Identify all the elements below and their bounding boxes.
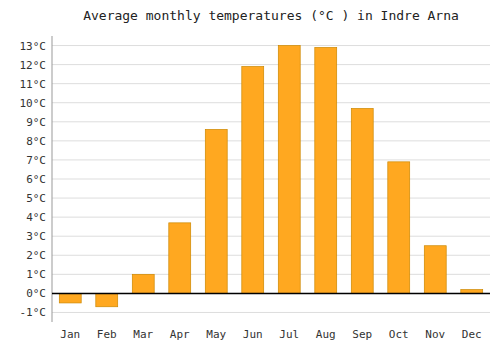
bar [424, 246, 446, 294]
x-tick-label: Dec [462, 328, 482, 341]
grid-line [52, 236, 490, 237]
grid-line [52, 293, 490, 294]
y-tick-label: 7°C [26, 154, 46, 167]
x-tick-label: Mar [133, 328, 153, 341]
grid-line [52, 179, 490, 180]
y-tick-label: 12°C [20, 59, 47, 72]
y-tick-label: 0°C [26, 287, 46, 300]
x-tick-label: Apr [170, 328, 190, 341]
y-tick-label: 6°C [26, 173, 46, 186]
grid-line [52, 102, 490, 103]
title: Average monthly temperatures (°C ) in In… [83, 8, 459, 23]
grid-line [52, 83, 490, 84]
x-tick-label: Nov [425, 328, 445, 341]
x-tick-label: May [206, 328, 226, 341]
chart: Average monthly temperatures (°C ) in In… [0, 0, 500, 350]
bar [169, 223, 191, 294]
grid-line [52, 159, 490, 160]
x-tick-label: Feb [97, 328, 117, 341]
y-tick-label: 11°C [20, 78, 47, 91]
grid-line [52, 64, 490, 65]
y-tick-label: 10°C [20, 97, 47, 110]
bar [242, 67, 264, 294]
y-grid [52, 46, 490, 313]
bar [59, 293, 81, 303]
grid-line [52, 198, 490, 199]
y-tick-label: 13°C [20, 40, 47, 53]
bar [132, 274, 154, 293]
bar [96, 293, 118, 306]
bar [278, 46, 300, 294]
y-tick-label: 4°C [26, 211, 46, 224]
y-tick-label: 2°C [26, 249, 46, 262]
x-tick-label: Jan [60, 328, 80, 341]
y-tick-label: 5°C [26, 192, 46, 205]
y-axis-line [52, 36, 53, 322]
grid-line [52, 140, 490, 141]
chart-container: Average monthly temperatures (°C ) in In… [0, 0, 500, 350]
y-tick-label: -1°C [20, 306, 47, 319]
x-tick-label: Jul [279, 328, 299, 341]
x-tick-label: Aug [316, 328, 336, 341]
bar [351, 108, 373, 293]
y-tick-label: 9°C [26, 116, 46, 129]
y-tick-label: 8°C [26, 135, 46, 148]
zero-line [52, 293, 490, 295]
y-tick-label: 3°C [26, 230, 46, 243]
bar [315, 47, 337, 293]
y-tick-label: 1°C [26, 268, 46, 281]
x-tick-label: Oct [389, 328, 409, 341]
grid-line [52, 121, 490, 122]
bar [388, 162, 410, 294]
x-tick-label: Sep [352, 328, 372, 341]
grid-line [52, 217, 490, 218]
x-tick-label: Jun [243, 328, 263, 341]
bar [205, 129, 227, 293]
bars [59, 46, 482, 307]
grid-line [52, 312, 490, 313]
grid-line [52, 45, 490, 46]
